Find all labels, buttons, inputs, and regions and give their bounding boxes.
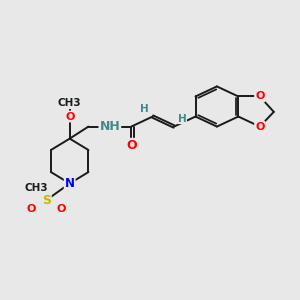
Text: O: O — [65, 112, 74, 122]
Text: N: N — [65, 177, 75, 190]
Text: O: O — [27, 204, 36, 214]
Text: O: O — [255, 92, 264, 101]
Text: S: S — [42, 194, 51, 207]
Text: H: H — [140, 103, 149, 113]
Text: H: H — [178, 113, 187, 124]
Text: CH3: CH3 — [58, 98, 82, 108]
Text: CH3: CH3 — [24, 183, 48, 193]
Text: O: O — [56, 204, 66, 214]
Text: NH: NH — [100, 120, 120, 133]
Text: O: O — [126, 139, 136, 152]
Text: O: O — [255, 122, 264, 132]
